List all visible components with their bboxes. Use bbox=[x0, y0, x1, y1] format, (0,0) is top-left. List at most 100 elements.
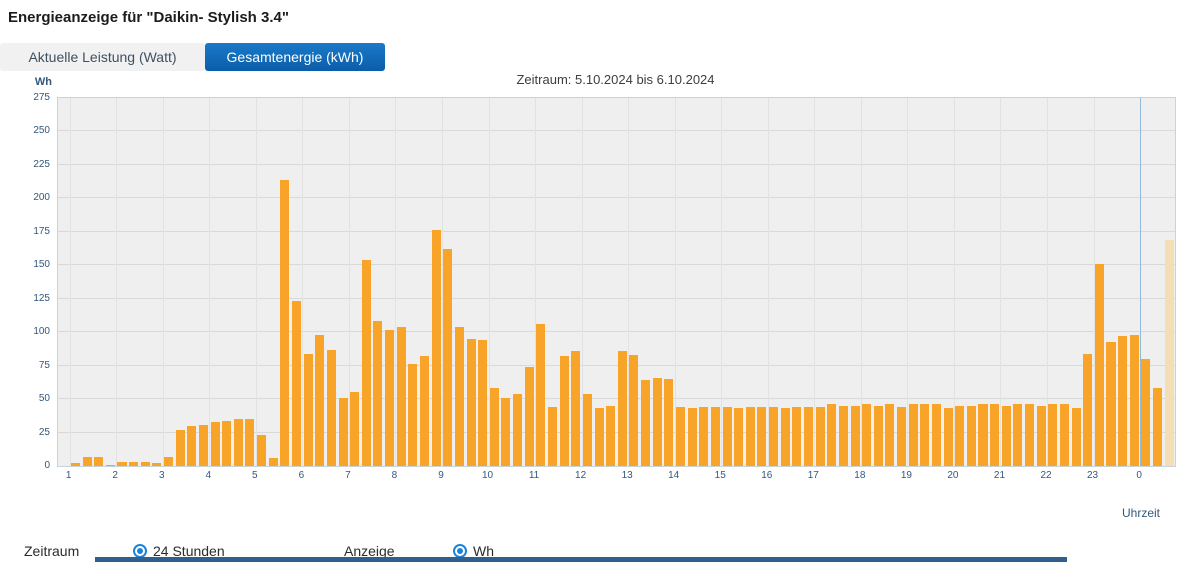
bar bbox=[1106, 341, 1116, 466]
y-tick-label: 250 bbox=[33, 125, 50, 137]
bar bbox=[129, 462, 139, 466]
bar bbox=[94, 456, 104, 466]
gridline-h bbox=[58, 297, 1175, 299]
gridline-v bbox=[628, 98, 630, 466]
gridline-h bbox=[58, 230, 1175, 232]
gridline-v bbox=[488, 98, 490, 466]
y-tick-label: 50 bbox=[38, 393, 50, 405]
gridline-h bbox=[58, 130, 1175, 132]
x-tick-label: 17 bbox=[807, 470, 819, 481]
x-tick-label: 22 bbox=[1040, 470, 1052, 481]
bar bbox=[222, 420, 232, 466]
bar bbox=[1013, 404, 1023, 466]
radio-dot bbox=[457, 548, 463, 554]
gridline-v bbox=[1000, 98, 1002, 466]
bar bbox=[152, 463, 162, 466]
anzeige-radio-wh[interactable] bbox=[453, 544, 467, 558]
x-tick-label: 5 bbox=[252, 470, 258, 481]
gridline-h bbox=[58, 431, 1175, 433]
x-tick-label: 19 bbox=[900, 470, 912, 481]
gridline-v bbox=[1093, 98, 1095, 466]
bar bbox=[1083, 353, 1093, 466]
tab-aktuelle-leistung[interactable]: Aktuelle Leistung (Watt) bbox=[0, 43, 205, 71]
chart-plot-area bbox=[57, 97, 1176, 467]
gridline-v bbox=[674, 98, 676, 466]
bar bbox=[257, 435, 267, 466]
bar bbox=[70, 463, 80, 466]
bar bbox=[757, 407, 767, 466]
y-tick-label: 100 bbox=[33, 326, 50, 338]
bar bbox=[675, 407, 685, 466]
bar bbox=[536, 324, 546, 466]
bar bbox=[780, 408, 790, 466]
x-tick-label: 16 bbox=[761, 470, 773, 481]
bar bbox=[978, 404, 988, 466]
bar bbox=[908, 404, 918, 466]
bar bbox=[652, 377, 662, 466]
radio-dot bbox=[137, 548, 143, 554]
bar bbox=[361, 259, 371, 466]
bar bbox=[594, 408, 604, 466]
bar bbox=[1118, 336, 1128, 466]
bar bbox=[303, 353, 313, 466]
bar bbox=[547, 407, 558, 466]
y-tick-label: 75 bbox=[38, 359, 50, 371]
y-tick-label: 175 bbox=[33, 225, 50, 237]
bar bbox=[827, 404, 837, 466]
gridline-h bbox=[58, 163, 1175, 165]
anzeige-radio-label[interactable]: Wh bbox=[473, 543, 494, 559]
gridline-v bbox=[581, 98, 583, 466]
x-tick-label: 9 bbox=[438, 470, 444, 481]
bar bbox=[745, 407, 755, 466]
bar bbox=[82, 456, 92, 466]
bar bbox=[641, 380, 651, 466]
zeitraum-radio-24-stunden[interactable] bbox=[133, 544, 147, 558]
bar bbox=[454, 326, 464, 466]
zeitraum-radio-label[interactable]: 24 Stunden bbox=[153, 543, 225, 559]
bar bbox=[559, 356, 569, 466]
bar bbox=[431, 230, 441, 466]
bar bbox=[1071, 408, 1081, 466]
bar bbox=[966, 405, 976, 466]
bar bbox=[931, 404, 941, 466]
bar bbox=[943, 408, 953, 466]
bar bbox=[478, 340, 488, 466]
y-axis-title: Wh bbox=[34, 76, 52, 88]
x-tick-label: 3 bbox=[158, 470, 165, 481]
bar bbox=[338, 397, 348, 466]
bar bbox=[699, 407, 709, 466]
bar bbox=[769, 407, 779, 466]
gridline-v bbox=[255, 98, 257, 466]
x-tick-label: 1 bbox=[65, 470, 72, 481]
x-tick-label: 8 bbox=[391, 470, 398, 481]
bar bbox=[792, 407, 802, 466]
bar bbox=[501, 397, 511, 466]
bar bbox=[955, 405, 965, 466]
bar bbox=[873, 405, 883, 466]
bar bbox=[315, 334, 325, 466]
gridline-v bbox=[441, 98, 443, 466]
gridline-v bbox=[860, 98, 862, 466]
bar bbox=[862, 404, 872, 466]
bar bbox=[990, 404, 1000, 466]
y-tick-label: 225 bbox=[33, 158, 50, 170]
bar bbox=[489, 388, 499, 466]
bar bbox=[164, 456, 174, 466]
bar bbox=[920, 404, 930, 466]
bar bbox=[838, 405, 848, 466]
bar bbox=[734, 408, 744, 466]
bar bbox=[571, 350, 581, 466]
bar bbox=[233, 419, 243, 466]
x-tick-label: 23 bbox=[1086, 470, 1099, 481]
bar bbox=[443, 249, 453, 466]
bar bbox=[268, 457, 278, 466]
x-tick-label: 7 bbox=[345, 470, 351, 481]
bar bbox=[885, 404, 895, 466]
y-tick-label: 125 bbox=[33, 292, 50, 304]
gridline-v bbox=[302, 98, 304, 466]
gridline-v bbox=[953, 98, 955, 466]
tab-gesamtenergie[interactable]: Gesamtenergie (kWh) bbox=[205, 43, 385, 71]
tab-bar: Aktuelle Leistung (Watt) Gesamtenergie (… bbox=[0, 43, 385, 71]
bar bbox=[803, 407, 813, 466]
